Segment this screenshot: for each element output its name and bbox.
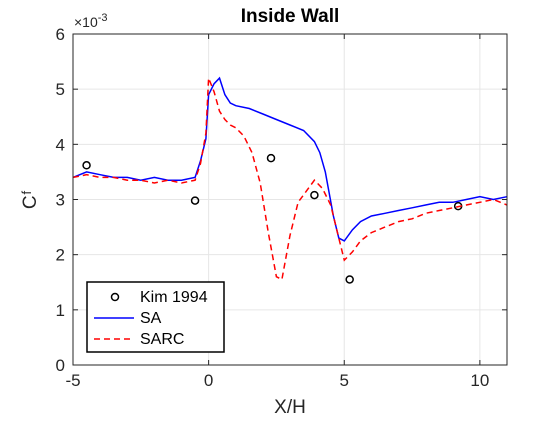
x-tick-label: 0 bbox=[204, 371, 213, 390]
data-point-kim-1994 bbox=[345, 275, 354, 284]
legend-label-sarc: SARC bbox=[140, 331, 184, 348]
legend-box bbox=[86, 281, 225, 353]
legend: Kim 1994 SA SARC bbox=[86, 281, 225, 353]
y-tick-label: 0 bbox=[56, 356, 65, 375]
data-point-kim-1994 bbox=[82, 161, 91, 170]
data-point-kim-1994 bbox=[266, 153, 276, 163]
y-tick-label: 4 bbox=[56, 135, 65, 154]
data-point-kim-1994 bbox=[310, 190, 319, 200]
y-exponent-label: ×10-3 bbox=[74, 12, 108, 30]
y-exponent-power: -3 bbox=[98, 12, 108, 24]
y-axis-label-main: C bbox=[20, 195, 41, 209]
legend-label-sa: SA bbox=[140, 310, 162, 327]
x-tick-label: -5 bbox=[65, 371, 80, 390]
series-line-sarc bbox=[72, 77, 508, 281]
series-layer bbox=[72, 76, 508, 284]
y-axis-label-sub: f bbox=[19, 190, 34, 194]
y-exponent-base: ×10 bbox=[74, 14, 98, 30]
y-tick-label: 6 bbox=[56, 25, 65, 44]
legend-marker-kim-1994 bbox=[110, 292, 120, 302]
y-tick-label: 5 bbox=[56, 80, 65, 99]
chart-title: Inside Wall bbox=[241, 6, 340, 27]
x-tick-label: 5 bbox=[340, 371, 349, 390]
data-point-kim-1994 bbox=[190, 196, 200, 205]
x-tick-label: 10 bbox=[470, 371, 489, 390]
x-axis-label: X/H bbox=[274, 397, 306, 418]
series-line-sa bbox=[72, 76, 508, 242]
y-tick-label: 2 bbox=[56, 246, 65, 265]
y-tick-label: 3 bbox=[56, 191, 65, 210]
y-tick-label: 1 bbox=[56, 301, 65, 320]
legend-label-kim-1994: Kim 1994 bbox=[140, 289, 208, 306]
y-axis-label: Cf bbox=[19, 190, 41, 209]
